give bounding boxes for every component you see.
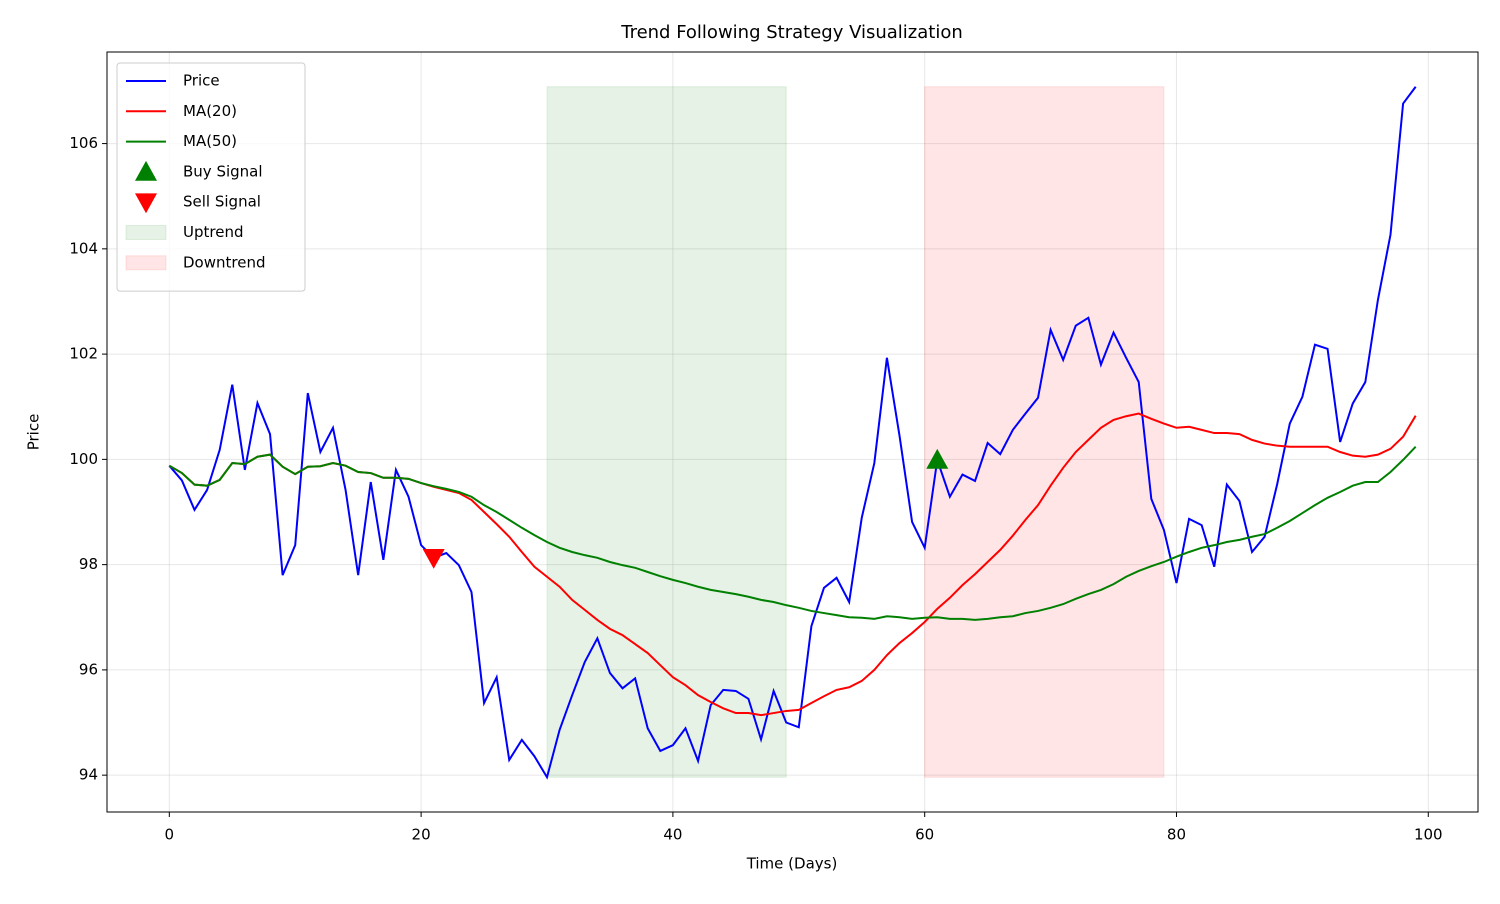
signal-marker [926,448,949,469]
x-tick-label: 20 [412,826,431,844]
line [168,86,1417,780]
legend-label: Price [183,72,220,90]
legend-box [116,62,306,292]
y-tick-label: 98 [79,555,98,573]
y-tick-label: 100 [69,450,98,468]
y-axis-label: Price [25,414,43,451]
trend-span [546,86,787,778]
y-tick-label: 94 [79,766,98,784]
legend-label: Buy Signal [183,162,263,180]
y-tick-label: 106 [69,134,98,152]
legend-swatch [125,255,167,271]
legend-label: MA(20) [183,102,237,120]
trend-span [924,86,1165,778]
x-tick-label: 60 [915,826,934,844]
line [168,446,1417,621]
x-tick-label: 40 [663,826,682,844]
legend-swatch [125,225,167,240]
legend-label: Uptrend [183,223,243,241]
y-tick-label: 102 [69,345,98,363]
x-tick-label: 80 [1167,826,1186,844]
signal-marker [422,548,445,569]
legend-swatch [135,160,157,181]
y-tick-label: 104 [69,239,98,257]
legend: Price MA(20) MA(50) Buy Signal Sell Signal Up… [116,62,306,292]
legend-label: MA(50) [183,132,237,150]
y-tick-label: 96 [79,660,98,678]
chart-title: Trend Following Strategy Visualization [620,22,963,43]
legend-swatch [135,193,157,214]
x-tick-label: 100 [1414,826,1443,844]
x-axis-label: Time (Days) [746,855,838,873]
legend-label: Sell Signal [183,193,261,211]
x-tick-label: 0 [165,826,175,844]
legend-label: Downtrend [183,253,265,271]
plot-frame [106,51,1479,813]
